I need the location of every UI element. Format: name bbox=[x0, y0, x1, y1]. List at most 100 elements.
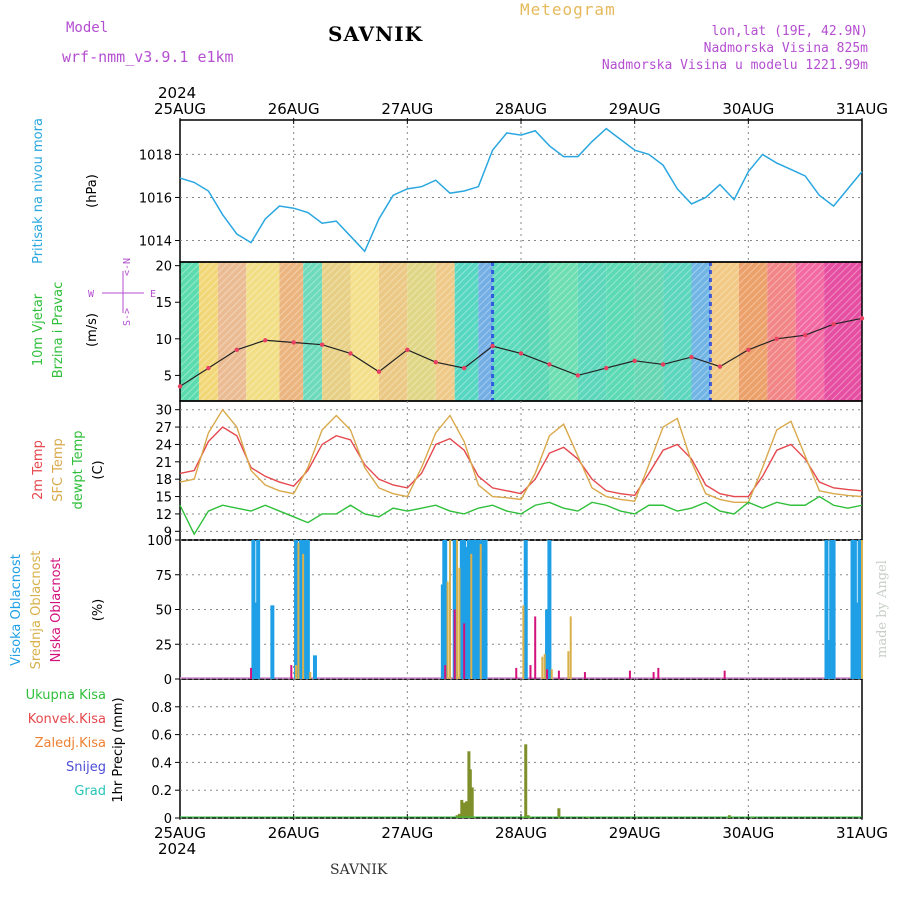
hatch-line bbox=[242, 261, 384, 402]
x-tick-label-bottom: 28AUG bbox=[495, 824, 547, 842]
y-tick-label: 18 bbox=[155, 473, 172, 488]
wind-speed-point bbox=[746, 347, 751, 352]
mid-cloud-bar bbox=[458, 567, 461, 679]
high-cloud-bar bbox=[826, 640, 831, 679]
high-cloud-bar bbox=[483, 540, 488, 679]
wind-speed-point bbox=[632, 358, 637, 363]
hatch-line bbox=[172, 261, 314, 402]
hatch-line bbox=[459, 261, 601, 402]
high-cloud-bar bbox=[523, 540, 528, 679]
wind-band bbox=[435, 262, 455, 401]
y-tick-label: 21 bbox=[155, 456, 172, 471]
precip-bar bbox=[465, 801, 469, 818]
x-tick-label-bottom: 29AUG bbox=[609, 824, 661, 842]
hatch-line bbox=[739, 261, 881, 402]
dewpoint-ylabel: dewpt Temp bbox=[71, 430, 86, 509]
hatch-line bbox=[60, 261, 202, 402]
hatch-line bbox=[158, 261, 300, 402]
wind-speed-point bbox=[291, 340, 296, 345]
model-name: wrf-nmm_v3.9.1 e1km bbox=[62, 48, 234, 66]
wind-band bbox=[322, 262, 351, 401]
model-label: Model bbox=[66, 20, 109, 36]
wind-band bbox=[521, 262, 550, 401]
wind-band bbox=[663, 262, 692, 401]
hatch-line bbox=[753, 261, 895, 402]
hatch-line bbox=[550, 261, 692, 402]
x-tick-label-top: 25AUG bbox=[154, 100, 206, 118]
wind-band bbox=[478, 262, 493, 401]
hatch-line bbox=[858, 359, 900, 402]
wind-background bbox=[39, 261, 900, 402]
high-cloud-bar bbox=[850, 540, 855, 679]
hatch-line bbox=[396, 261, 538, 402]
wind-band bbox=[577, 262, 607, 401]
low-cloud-bar bbox=[534, 616, 537, 679]
hatch-line bbox=[697, 261, 839, 402]
model-elevation-label: Nadmorska Visina u modelu 1221.99m bbox=[601, 58, 868, 73]
hatch-line bbox=[543, 261, 685, 402]
hatch-line bbox=[823, 324, 900, 402]
x-tick-label-top: 30AUG bbox=[722, 100, 774, 118]
compass-west: W bbox=[88, 289, 95, 300]
hatch-line bbox=[515, 261, 657, 402]
dewpoint-line bbox=[179, 495, 863, 536]
hatch-line bbox=[417, 261, 559, 402]
wind-band bbox=[606, 262, 635, 401]
low-cloud-bar bbox=[529, 665, 532, 679]
wind-band bbox=[198, 262, 218, 401]
wind-ylabel-1: 10m Vjetar bbox=[31, 293, 46, 366]
wind-speed-point bbox=[575, 373, 581, 378]
sfc-temp-ylabel: SFC Temp bbox=[51, 438, 66, 502]
precip-bar bbox=[470, 787, 474, 818]
hatch-line bbox=[179, 261, 321, 402]
hatch-line bbox=[319, 261, 461, 402]
x-tick-label-bottom: 26AUG bbox=[268, 824, 320, 842]
footer-station-name: SAVNIK bbox=[330, 862, 388, 878]
low-cloud-bar bbox=[657, 667, 660, 679]
hatch-line bbox=[774, 276, 900, 402]
wind-speed-point bbox=[263, 338, 268, 343]
mid-cloud-ylabel: Srednja Oblacnost bbox=[29, 551, 44, 670]
mid-cloud-bar bbox=[541, 656, 544, 679]
precip-bar bbox=[460, 799, 464, 818]
wind-band bbox=[795, 262, 825, 401]
hatch-line bbox=[228, 261, 370, 402]
hatch-line bbox=[445, 261, 587, 402]
hatch-line bbox=[494, 261, 636, 402]
y-tick-label: 9 bbox=[164, 525, 172, 540]
hatch-line bbox=[487, 261, 629, 402]
hatch-line bbox=[578, 261, 720, 402]
hatch-line bbox=[536, 261, 678, 402]
wind-band bbox=[303, 262, 323, 401]
mid-cloud-bar bbox=[543, 653, 546, 679]
hatch-line bbox=[46, 261, 188, 402]
y-tick-label: 0.6 bbox=[151, 729, 172, 744]
hatch-line bbox=[326, 261, 468, 402]
high-cloud-bar bbox=[294, 540, 299, 679]
y-tick-label: 75 bbox=[155, 569, 172, 584]
wind-band bbox=[407, 262, 436, 401]
y-tick-label: 15 bbox=[155, 491, 172, 506]
hatch-line bbox=[480, 261, 622, 402]
precip-legend-item: Zaledj.Kisa bbox=[35, 736, 106, 751]
low-cloud-bar bbox=[557, 670, 560, 679]
high-cloud-bar bbox=[256, 540, 261, 679]
precip-bar bbox=[468, 769, 472, 818]
precip-legend-item: Grad bbox=[74, 784, 106, 799]
precip-bar bbox=[462, 802, 466, 818]
hatch-line bbox=[746, 261, 888, 402]
high-cloud-bar bbox=[253, 602, 258, 679]
hatch-line bbox=[676, 261, 818, 402]
hatch-line bbox=[39, 261, 181, 402]
y-tick-label: 30 bbox=[155, 404, 172, 419]
wind-band bbox=[767, 262, 796, 401]
hatch-line bbox=[501, 261, 643, 402]
wind-band bbox=[279, 262, 304, 401]
hatch-line bbox=[74, 261, 216, 402]
hatch-line bbox=[249, 261, 391, 402]
precip-bar bbox=[457, 813, 461, 818]
high-cloud-bar bbox=[312, 655, 317, 679]
hatch-line bbox=[690, 261, 832, 402]
year-label-top: 2024 bbox=[158, 84, 196, 102]
x-tick-label-bottom: 30AUG bbox=[722, 824, 774, 842]
